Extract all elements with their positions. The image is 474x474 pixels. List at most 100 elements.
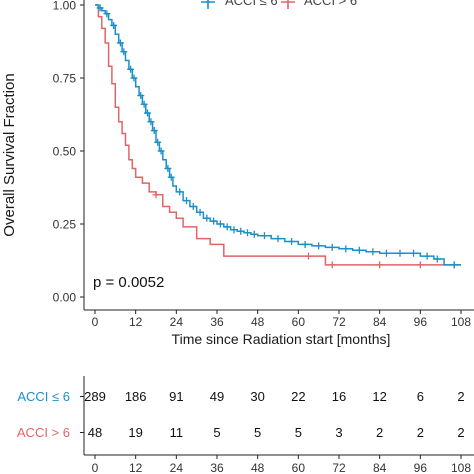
censor-mark-acci-high	[416, 261, 424, 269]
risk-x-tick-label: 84	[373, 461, 387, 474]
legend-label-acci-high: ACCI > 6	[304, 0, 357, 8]
censor-mark-acci-low	[450, 261, 458, 269]
x-tick-label: 24	[170, 315, 184, 329]
risk-count-acci-low: 16	[332, 389, 346, 404]
y-axis-title: Overall Survival Fraction	[1, 73, 18, 236]
risk-count-acci-low: 49	[210, 389, 224, 404]
censor-mark-acci-high	[376, 261, 384, 269]
risk-x-tick-label: 0	[92, 461, 99, 474]
censor-mark-acci-low	[196, 208, 204, 216]
censor-mark-acci-low	[382, 249, 390, 257]
risk-x-tick-label: 108	[451, 461, 471, 474]
risk-count-acci-low: 289	[84, 389, 106, 404]
censor-mark-acci-low	[154, 138, 162, 146]
censor-mark-acci-low	[301, 240, 309, 248]
risk-x-tick-label: 36	[210, 461, 224, 474]
risk-x-tick-label: 96	[414, 461, 428, 474]
censor-mark-acci-low	[96, 4, 104, 12]
censor-mark-acci-high	[305, 252, 312, 260]
risk-count-acci-high: 2	[417, 425, 424, 440]
censor-mark-acci-low	[210, 217, 218, 225]
legend-key-acci-low	[201, 0, 215, 9]
censor-mark-acci-low	[167, 173, 175, 181]
p-value-annotation: p = 0.0052	[93, 274, 164, 291]
risk-count-acci-low: 12	[372, 389, 386, 404]
y-axis: 0.00 0.25 0.50 0.75 1.00	[53, 0, 84, 305]
risk-row-label-acci-low: ACCI ≤ 6	[17, 389, 70, 404]
censor-mark-acci-low	[116, 39, 124, 47]
censor-mark-acci-low	[103, 10, 111, 18]
censor-mark-acci-low	[260, 232, 268, 240]
censor-mark-acci-high	[152, 191, 160, 199]
plot-area	[95, 4, 461, 269]
censor-mark-acci-low	[137, 92, 145, 100]
y-tick-label: 0.75	[53, 72, 77, 86]
censor-mark-acci-low	[250, 230, 258, 238]
censor-mark-acci-low	[140, 100, 148, 108]
risk-count-acci-high: 2	[457, 425, 464, 440]
risk-x-tick-label: 60	[292, 461, 306, 474]
y-tick-label: 0.50	[53, 145, 77, 159]
risk-x-tick-label: 12	[129, 461, 143, 474]
risk-count-acci-low: 2	[457, 389, 464, 404]
censor-mark-acci-low	[223, 223, 231, 231]
censor-mark-acci-low	[120, 48, 128, 56]
risk-count-acci-low: 91	[169, 389, 183, 404]
censor-mark-acci-low	[150, 127, 158, 135]
x-tick-label: 48	[251, 315, 265, 329]
censor-mark-acci-low	[157, 147, 165, 155]
censor-mark-acci-low	[396, 249, 404, 257]
x-tick-label: 108	[451, 315, 471, 329]
censor-mark-acci-low	[189, 202, 197, 210]
x-tick-label: 0	[92, 315, 99, 329]
censor-mark-acci-low	[433, 255, 441, 263]
risk-x-tick-label: 48	[251, 461, 265, 474]
x-tick-label: 36	[210, 315, 224, 329]
risk-x-tick-label: 72	[332, 461, 346, 474]
censor-mark-acci-low	[164, 165, 172, 173]
x-tick-label: 84	[373, 315, 387, 329]
censor-mark-acci-low	[183, 197, 190, 205]
censor-mark-acci-low	[230, 226, 238, 234]
risk-count-acci-low: 22	[291, 389, 305, 404]
censor-mark-acci-low	[176, 188, 184, 196]
x-tick-label: 60	[292, 315, 306, 329]
legend-key-acci-high	[281, 0, 295, 9]
censor-mark-acci-high	[328, 261, 336, 269]
censor-mark-acci-low	[328, 243, 336, 251]
x-axis: 0 12 24 36 48 60 72 84 96 108	[92, 310, 471, 329]
risk-count-acci-low: 186	[125, 389, 147, 404]
y-tick-label: 0.25	[53, 218, 77, 232]
y-tick-label: 0.00	[53, 291, 77, 305]
risk-count-acci-high: 5	[213, 425, 220, 440]
censor-mark-acci-low	[127, 65, 135, 73]
censor-mark-acci-low	[342, 245, 350, 253]
y-tick-label: 1.00	[53, 0, 77, 13]
censor-mark-acci-low	[144, 109, 152, 117]
survival-curve-acci-high	[95, 4, 461, 266]
risk-count-acci-high: 19	[128, 425, 142, 440]
censor-mark-acci-low	[216, 220, 224, 228]
censor-mark-acci-low	[147, 118, 155, 126]
censor-mark-acci-low	[130, 74, 138, 82]
risk-count-acci-high: 5	[254, 425, 261, 440]
legend-label-acci-low: ACCI ≤ 6	[225, 0, 278, 8]
x-tick-label: 96	[414, 315, 428, 329]
risk-count-acci-high: 2	[376, 425, 383, 440]
censor-mark-acci-low	[237, 227, 245, 235]
risk-count-acci-low: 30	[250, 389, 264, 404]
censor-mark-acci-low	[244, 229, 251, 237]
x-tick-label: 72	[332, 315, 346, 329]
risk-count-acci-high: 3	[335, 425, 342, 440]
risk-row-label-acci-high: ACCI > 6	[17, 425, 70, 440]
risk-count-acci-low: 6	[417, 389, 424, 404]
censor-mark-acci-low	[423, 252, 431, 260]
risk-x-tick-label: 24	[170, 461, 184, 474]
censor-mark-acci-low	[315, 242, 323, 250]
risk-count-acci-high: 48	[88, 425, 102, 440]
risk-count-acci-high: 5	[295, 425, 302, 440]
legend: ACCI ≤ 6 ACCI > 6	[201, 0, 357, 9]
